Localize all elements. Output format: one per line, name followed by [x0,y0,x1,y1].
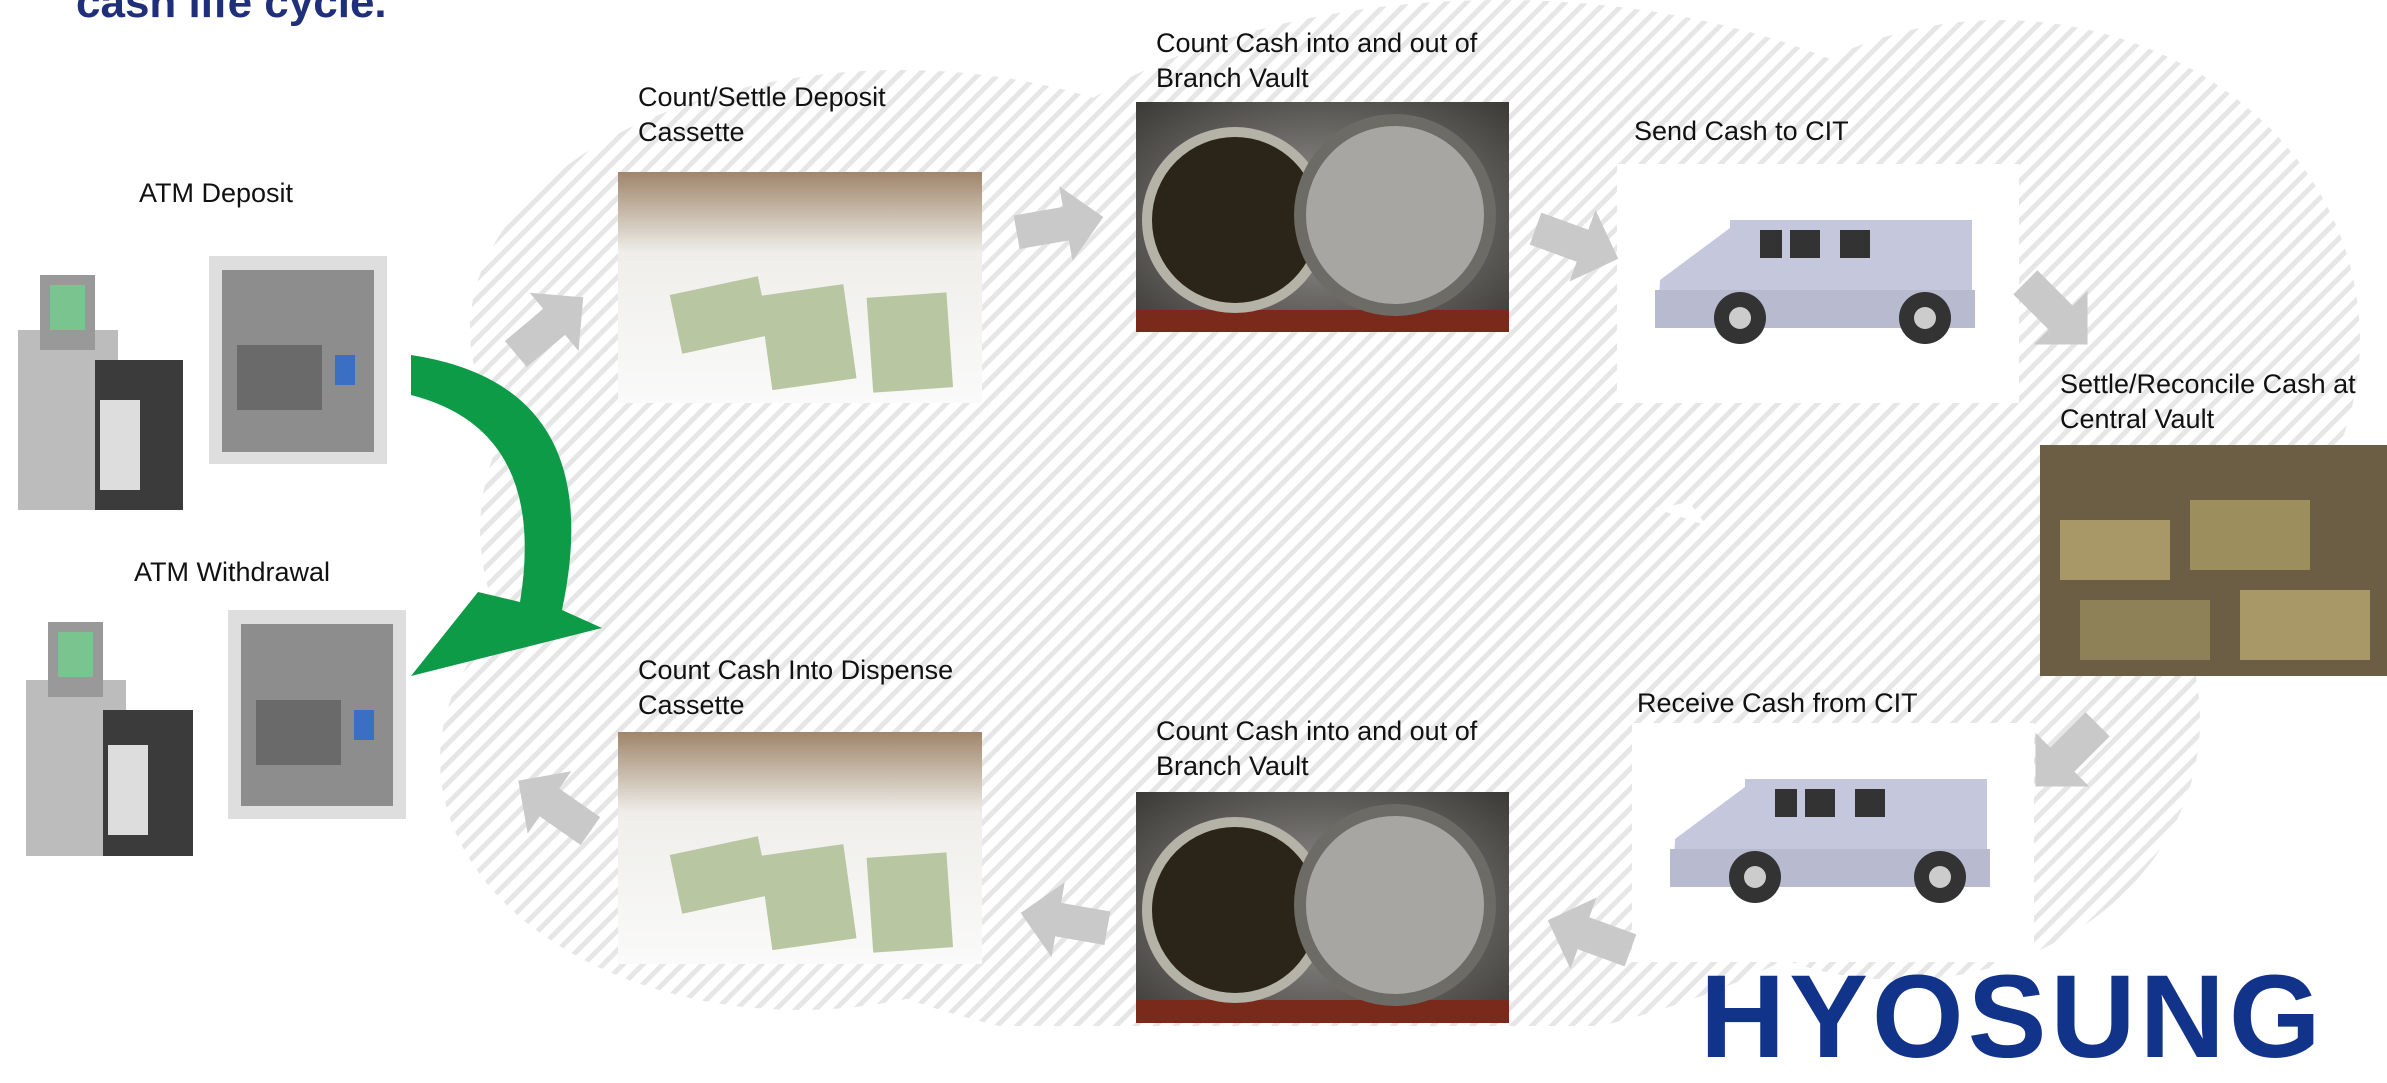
slide-title: cash life cycle. [76,0,387,27]
step-label: Count Cash into and out of Branch Vault [1156,28,1478,93]
company-logo: HYOSUNG [1700,951,2325,1083]
atm-kiosk [18,275,193,856]
truck-illustration [1617,164,2034,962]
slide: cash life cycle. ATM Deposit ATM Withdra… [18,0,2387,1076]
atm-deposit-label: ATM Deposit [139,178,294,208]
step-label: Count Cash Into Dispense Cassette [638,655,954,720]
diagram [18,0,2387,1026]
step-label: Count Cash into and out of Branch Vault [1156,716,1478,781]
money-photo [618,172,982,964]
vault-photo [1136,102,1509,1023]
step-label: Receive Cash from CIT [1637,688,1918,718]
step-label: Settle/Reconcile Cash at Central Vault [2060,369,2356,434]
step-label: Count/Settle Deposit Cassette [638,82,886,147]
atm-withdrawal-label: ATM Withdrawal [134,557,331,587]
atm-wall-unit [209,256,406,819]
cash-stack-photo [2040,445,2387,676]
step-label: Send Cash to CIT [1634,116,1849,146]
green-arrow [411,355,602,676]
